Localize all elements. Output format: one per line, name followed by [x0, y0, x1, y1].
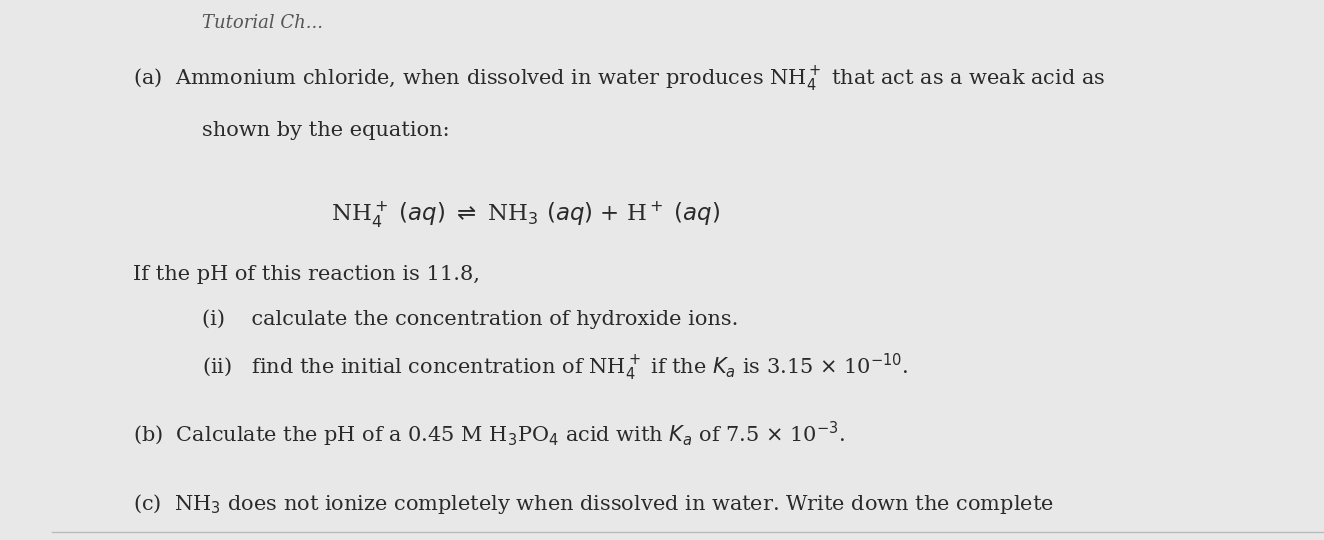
- Text: (b)  Calculate the pH of a 0.45 M H$_3$PO$_4$ acid with $K_a$ of 7.5 $\times$ 10: (b) Calculate the pH of a 0.45 M H$_3$PO…: [132, 420, 845, 449]
- Text: If the pH of this reaction is 11.8,: If the pH of this reaction is 11.8,: [132, 265, 479, 284]
- Text: Tutorial Ch...: Tutorial Ch...: [201, 14, 323, 31]
- Text: (a)  Ammonium chloride, when dissolved in water produces NH$_4^+$ that act as a : (a) Ammonium chloride, when dissolved in…: [132, 65, 1106, 94]
- Text: (i)    calculate the concentration of hydroxide ions.: (i) calculate the concentration of hydro…: [201, 309, 737, 328]
- Text: NH$_4^+$ $(aq)$ $\rightleftharpoons$ NH$_3$ $(aq)$ + H$^+$ $(aq)$: NH$_4^+$ $(aq)$ $\rightleftharpoons$ NH$…: [331, 200, 720, 230]
- Text: (ii)   find the initial concentration of NH$_4^+$ if the $K_a$ is 3.15 $\times$ : (ii) find the initial concentration of N…: [201, 352, 908, 383]
- Text: shown by the equation:: shown by the equation:: [201, 122, 449, 140]
- Text: (c)  NH$_3$ does not ionize completely when dissolved in water. Write down the c: (c) NH$_3$ does not ionize completely wh…: [132, 492, 1054, 516]
